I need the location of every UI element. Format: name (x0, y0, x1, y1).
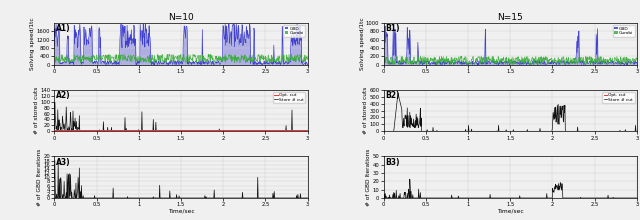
Y-axis label: # of GBD Iterations: # of GBD Iterations (366, 148, 371, 206)
Y-axis label: # of stored cuts: # of stored cuts (34, 87, 38, 134)
Legend: Opt. cut, Store # cut: Opt. cut, Store # cut (602, 92, 635, 103)
Text: B3): B3) (385, 158, 399, 167)
Text: B2): B2) (385, 91, 399, 100)
Title: N=10: N=10 (168, 13, 194, 22)
Text: B1): B1) (385, 24, 399, 33)
Y-axis label: Solving speed/1tc: Solving speed/1tc (360, 18, 365, 70)
X-axis label: Time/sec: Time/sec (168, 209, 195, 214)
Text: A3): A3) (56, 158, 70, 167)
Y-axis label: # of GBD Iterations: # of GBD Iterations (37, 148, 42, 206)
Legend: GBD, Gurobi: GBD, Gurobi (612, 25, 635, 37)
Y-axis label: # of stored cuts: # of stored cuts (363, 87, 368, 134)
Text: A1): A1) (56, 24, 70, 33)
Y-axis label: Solving speed/1tc: Solving speed/1tc (30, 18, 35, 70)
Text: A2): A2) (56, 91, 70, 100)
X-axis label: Time/sec: Time/sec (497, 209, 524, 214)
Title: N=15: N=15 (497, 13, 523, 22)
Legend: GBD, Gurobi: GBD, Gurobi (284, 25, 305, 37)
Legend: Opt. cut, Store # cut: Opt. cut, Store # cut (273, 92, 305, 103)
